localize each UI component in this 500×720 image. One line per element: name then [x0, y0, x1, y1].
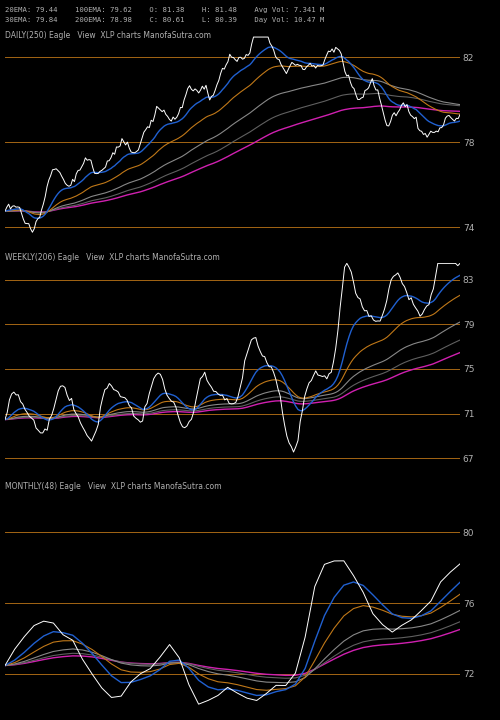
- Text: 20EMA: 79.44    100EMA: 79.62    O: 81.38    H: 81.48    Avg Vol: 7.341 M: 20EMA: 79.44 100EMA: 79.62 O: 81.38 H: 8…: [5, 7, 324, 13]
- Text: MONTHLY(48) Eagle   View  XLP charts ManofaSutra.com: MONTHLY(48) Eagle View XLP charts Manofa…: [5, 482, 222, 491]
- Text: DAILY(250) Eagle   View  XLP charts ManofaSutra.com: DAILY(250) Eagle View XLP charts ManofaS…: [5, 31, 211, 40]
- Text: WEEKLY(206) Eagle   View  XLP charts ManofaSutra.com: WEEKLY(206) Eagle View XLP charts Manofa…: [5, 253, 220, 262]
- Text: 30EMA: 79.84    200EMA: 78.98    C: 80.61    L: 80.39    Day Vol: 10.47 M: 30EMA: 79.84 200EMA: 78.98 C: 80.61 L: 8…: [5, 17, 324, 23]
